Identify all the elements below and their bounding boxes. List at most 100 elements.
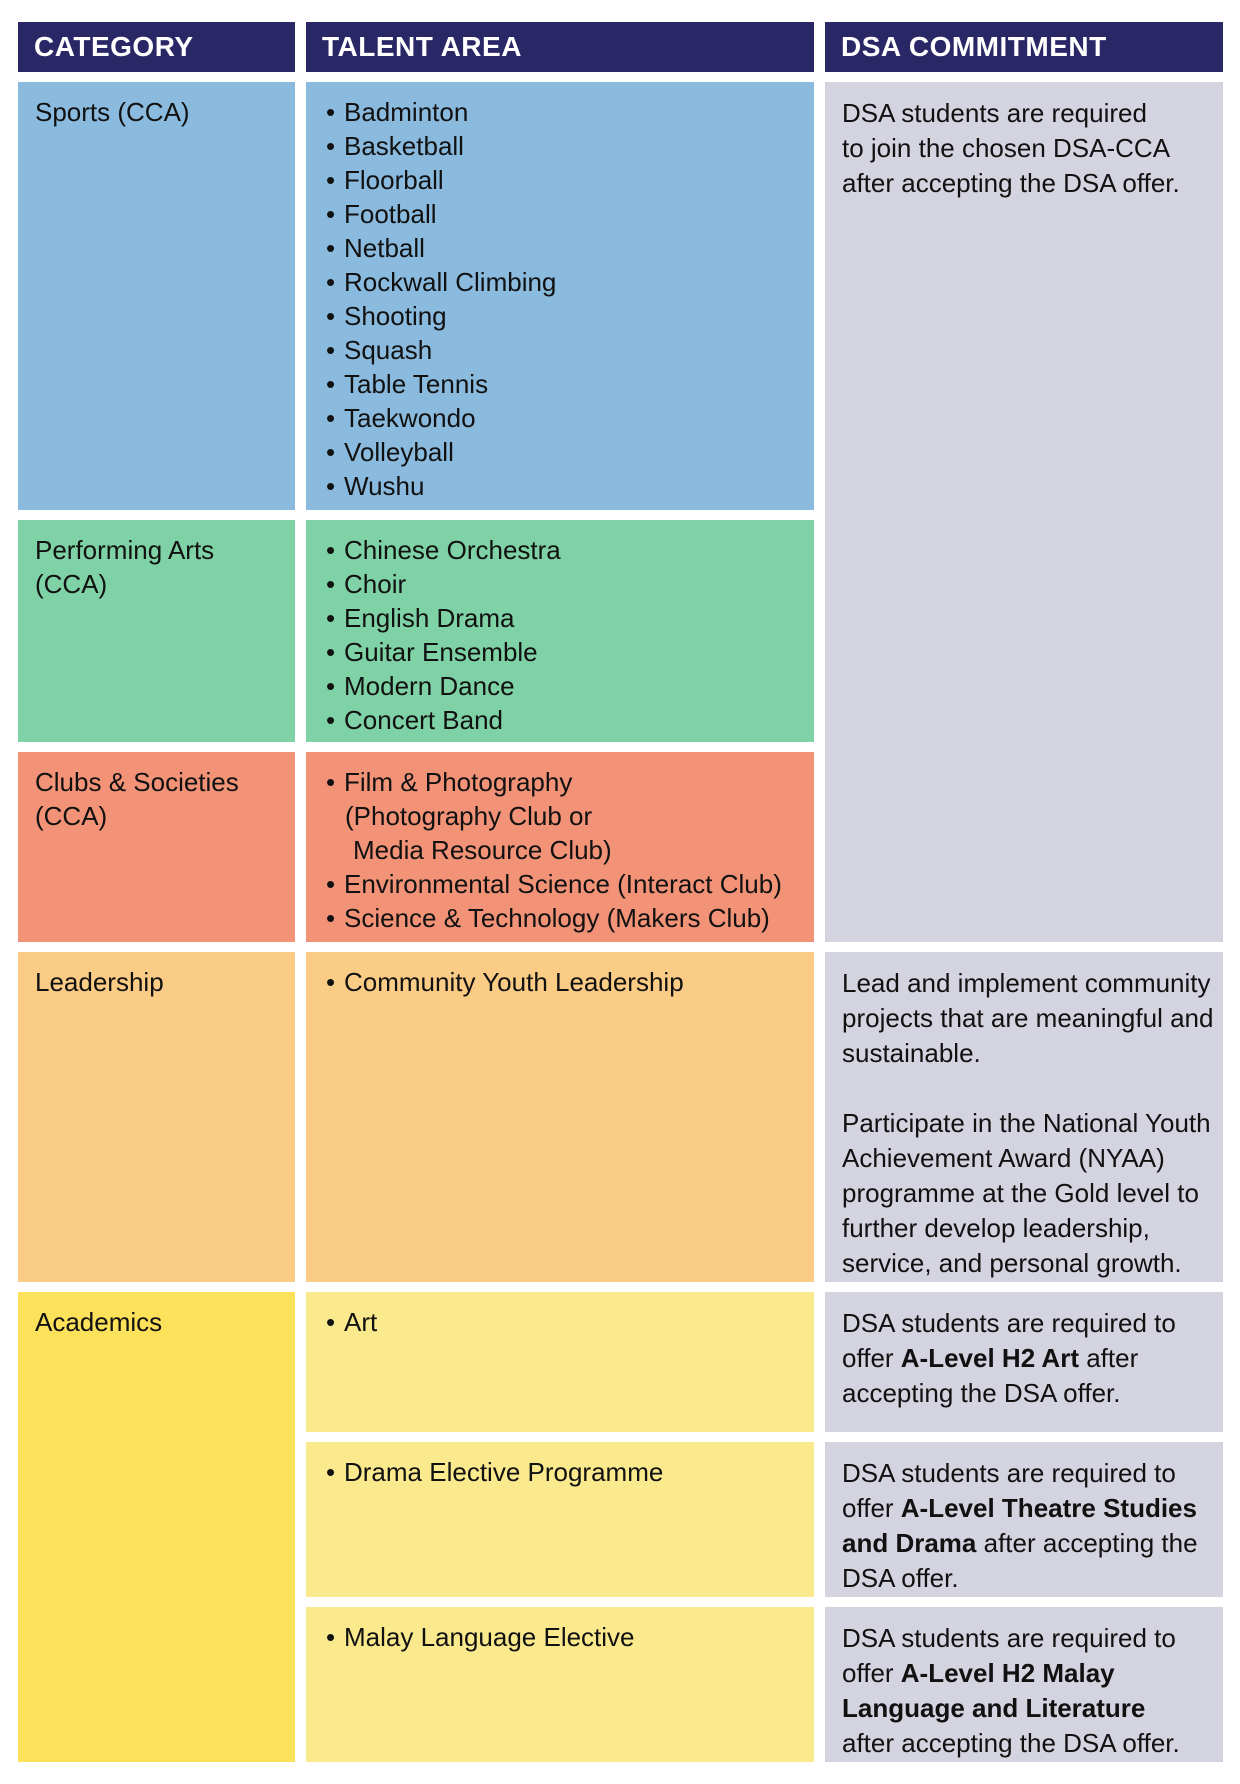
commitment-line: DSA students are required to (842, 1458, 1176, 1488)
commitment-line: to join the chosen DSA-CCA (842, 133, 1171, 163)
talent-cell-sports: • Badminton • Basketball • Floorball • Footb… (306, 82, 814, 510)
sports-talent-list: • Badminton • Basketball • Floorball • Footb… (326, 95, 806, 503)
paragraph-gap (842, 1071, 1217, 1106)
talent-item-label: Art (344, 1307, 378, 1337)
commitment-cell-malay: DSA students are required to offer A-Lev… (825, 1607, 1223, 1762)
commitment-line: Participate in the National Youth (842, 1108, 1211, 1138)
talent-item-label: Basketball (344, 131, 464, 161)
list-item: • Concert Band (326, 703, 806, 737)
bullet-dot: • (326, 233, 336, 263)
commitment-line: further develop leadership, (842, 1213, 1150, 1243)
bullet-dot: • (326, 1622, 336, 1652)
bullet-dot: • (326, 869, 336, 899)
talent-item-label: Chinese Orchestra (344, 535, 561, 565)
bullet-dot: • (326, 335, 336, 365)
list-item: • Choir (326, 567, 806, 601)
talent-item-label: Film & Photography (344, 767, 573, 797)
dsa-categories-table: CATEGORY TALENT AREA DSA COMMITMENT Spor… (18, 22, 1223, 1762)
list-item: • Environmental Science (Interact Club) (326, 867, 806, 901)
category-cell-academics: Academics (18, 1292, 295, 1762)
bullet-dot: • (326, 471, 336, 501)
list-item: • Drama Elective Programme (326, 1455, 806, 1489)
commitment-line: DSA offer. (842, 1563, 959, 1593)
commitment-line: programme at the Gold level to (842, 1178, 1199, 1208)
bullet-dot: • (326, 671, 336, 701)
talent-item-label: Wushu (344, 471, 425, 501)
commitment-line: after accepting the DSA offer. (842, 1728, 1180, 1758)
list-item: • Modern Dance (326, 669, 806, 703)
talent-cell-art: • Art (306, 1292, 814, 1432)
clubs-talent-list: • Film & Photography (Photography Club or… (326, 765, 806, 935)
commitment-line: Lead and implement community (842, 968, 1211, 998)
commitment-line: offer A-Level Theatre Studies (842, 1493, 1197, 1523)
commitment-line: accepting the DSA offer. (842, 1378, 1121, 1408)
list-item: • Badminton (326, 95, 806, 129)
talent-item-label: Malay Language Elective (344, 1622, 635, 1652)
category-cell-sports: Sports (CCA) (18, 82, 295, 510)
list-item: • Science & Technology (Makers Club) (326, 901, 806, 935)
bullet-dot: • (326, 267, 336, 297)
commitment-line: offer A-Level H2 Art after (842, 1343, 1139, 1373)
commitment-line: Achievement Award (NYAA) (842, 1143, 1165, 1173)
commitment-line: projects that are meaningful and (842, 1003, 1214, 1033)
list-item: • Table Tennis (326, 367, 806, 401)
list-item: • Squash (326, 333, 806, 367)
commitment-line: after accepting the DSA offer. (842, 168, 1180, 198)
list-item: • Football (326, 197, 806, 231)
list-item: • Film & Photography (326, 765, 806, 799)
column-header-dsa-commitment: DSA COMMITMENT (825, 22, 1223, 72)
talent-item-label: Netball (344, 233, 425, 263)
list-item: • Art (326, 1305, 806, 1339)
talent-item-label: Table Tennis (344, 369, 489, 399)
bullet-dot: • (326, 603, 336, 633)
commitment-line: and Drama after accepting the (842, 1528, 1198, 1558)
talent-item-label: Concert Band (344, 705, 503, 735)
bullet-dot: • (326, 199, 336, 229)
talent-item-label: Community Youth Leadership (344, 967, 684, 997)
list-item: • Shooting (326, 299, 806, 333)
commitment-line: service, and personal growth. (842, 1248, 1182, 1278)
list-item-continuation: (Photography Club or (345, 801, 593, 831)
bullet-dot: • (326, 705, 336, 735)
list-item: • Malay Language Elective (326, 1620, 806, 1654)
bullet-dot: • (326, 903, 336, 933)
talent-item-label: Science & Technology (Makers Club) (344, 903, 770, 933)
talent-item-label: English Drama (344, 603, 515, 633)
list-item: • Guitar Ensemble (326, 635, 806, 669)
bullet-dot: • (326, 403, 336, 433)
commitment-line: sustainable. (842, 1038, 981, 1068)
bullet-dot: • (326, 369, 336, 399)
list-item: • Basketball (326, 129, 806, 163)
bullet-dot: • (326, 131, 336, 161)
talent-cell-clubs-societies: • Film & Photography (Photography Club or… (306, 752, 814, 942)
bullet-dot: • (326, 97, 336, 127)
list-item: • Volleyball (326, 435, 806, 469)
commitment-line: offer A-Level H2 Malay (842, 1658, 1115, 1688)
talent-cell-performing-arts: • Chinese Orchestra • Choir • English Drama… (306, 520, 814, 742)
list-item: • Chinese Orchestra (326, 533, 806, 567)
bullet-dot: • (326, 767, 336, 797)
commitment-line: DSA students are required to (842, 1308, 1176, 1338)
talent-item-label: Drama Elective Programme (344, 1457, 664, 1487)
commitment-line: Language and Literature (842, 1693, 1146, 1723)
performing-arts-talent-list: • Chinese Orchestra • Choir • English Drama… (326, 533, 806, 737)
bullet-dot: • (326, 535, 336, 565)
drama-talent-list: • Drama Elective Programme (326, 1455, 806, 1489)
talent-item-label: Floorball (344, 165, 444, 195)
talent-cell-drama: • Drama Elective Programme (306, 1442, 814, 1597)
commitment-cell-art: DSA students are required to offer A-Lev… (825, 1292, 1223, 1432)
bullet-dot: • (326, 637, 336, 667)
talent-cell-leadership: • Community Youth Leadership (306, 952, 814, 1282)
talent-item-label: Squash (344, 335, 433, 365)
list-item: • Rockwall Climbing (326, 265, 806, 299)
talent-item-label: Choir (344, 569, 407, 599)
category-cell-performing-arts: Performing Arts (CCA) (18, 520, 295, 742)
list-item: • Wushu (326, 469, 806, 503)
column-header-category: CATEGORY (18, 22, 295, 72)
list-item: • Floorball (326, 163, 806, 197)
talent-item-label: Volleyball (344, 437, 454, 467)
talent-item-label: Environmental Science (Interact Club) (344, 869, 782, 899)
talent-item-label: Football (344, 199, 437, 229)
category-cell-clubs-societies: Clubs & Societies (CCA) (18, 752, 295, 942)
talent-item-label: Shooting (344, 301, 447, 331)
